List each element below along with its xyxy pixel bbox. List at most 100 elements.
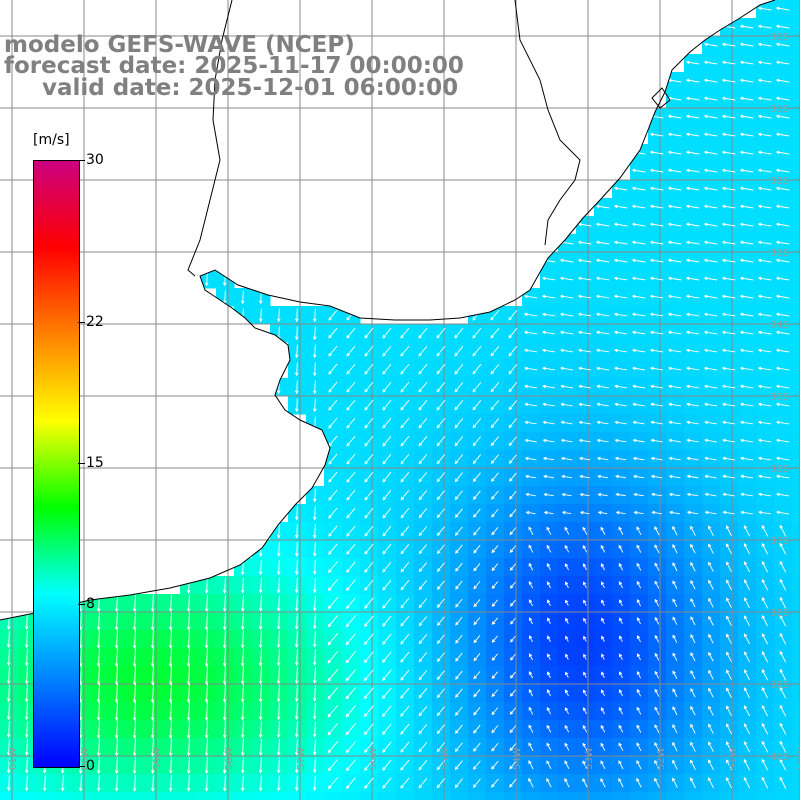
wind-speed-cell (792, 0, 800, 19)
wind-arrow (743, 758, 751, 771)
wind-arrow (6, 648, 11, 667)
wind-arrow (491, 508, 499, 518)
wind-arrow (523, 330, 538, 335)
wind-arrow (583, 689, 587, 697)
wind-arrow (636, 706, 642, 715)
wind-arrow (528, 617, 533, 625)
wind-arrow (455, 544, 463, 554)
wind-arrow (547, 635, 551, 642)
wind-arrow (240, 757, 245, 774)
wind-arrow (382, 471, 392, 483)
colorbar-tick-mark (78, 463, 85, 464)
wind-arrow (726, 651, 732, 662)
wind-speed-cell (18, 792, 37, 800)
wind-arrow (400, 381, 410, 393)
wind-arrow (546, 760, 552, 770)
wind-arrow (668, 402, 682, 407)
wind-arrow (775, 114, 790, 119)
wind-arrow (721, 222, 736, 227)
wind-arrow (775, 312, 790, 317)
wind-arrow (364, 363, 374, 375)
wind-arrow (346, 525, 356, 537)
wind-speed-cell (342, 792, 361, 800)
wind-arrow (454, 778, 464, 789)
wind-arrow (690, 670, 696, 680)
wind-arrow (312, 326, 317, 341)
wind-arrow (346, 381, 356, 393)
wind-arrow (601, 635, 605, 642)
wind-arrow (528, 724, 534, 733)
wind-arrow (418, 616, 428, 627)
wind-arrow (312, 631, 317, 648)
wind-arrow (649, 294, 664, 299)
wind-arrow (721, 96, 736, 101)
wind-arrow (708, 705, 714, 716)
wind-arrow (600, 581, 605, 589)
wind-arrow (636, 544, 642, 553)
wind-arrow (327, 741, 339, 754)
wind-arrow (240, 775, 245, 792)
wind-arrow (703, 168, 718, 173)
wind-arrow (704, 420, 718, 425)
wind-arrow (528, 544, 534, 553)
wind-arrow (418, 670, 428, 681)
wind-speed-cell (180, 792, 199, 800)
wind-arrow (132, 756, 137, 775)
wind-speed-cell (792, 594, 800, 613)
colorbar-tick-label: 8 (86, 596, 95, 613)
model-title: modelo GEFS-WAVE (NCEP) (4, 32, 355, 58)
wind-arrow (596, 366, 610, 371)
wind-arrow (704, 438, 717, 443)
wind-arrow (490, 436, 500, 447)
wind-arrow (577, 294, 592, 299)
coastline (0, 0, 776, 621)
wind-arrow (559, 348, 574, 353)
wind-arrow (150, 775, 155, 792)
wind-arrow (757, 168, 772, 173)
wind-arrow (312, 721, 317, 738)
wind-arrow (528, 706, 534, 715)
wind-arrow (743, 524, 751, 537)
wind-arrow (775, 186, 790, 191)
wind-arrow (686, 492, 699, 497)
wind-arrow (312, 775, 317, 792)
wind-arrow (776, 510, 790, 515)
wind-arrow (667, 150, 682, 155)
wind-arrow (703, 96, 718, 101)
wind-arrow (328, 489, 338, 501)
wind-arrow (168, 701, 173, 722)
wind-arrow (654, 544, 660, 554)
wind-arrow (739, 348, 754, 353)
wind-arrow (382, 453, 392, 465)
wind-arrow (615, 510, 626, 515)
wind-arrow (132, 630, 137, 649)
wind-arrow (685, 240, 700, 245)
wind-arrow (454, 418, 464, 429)
wind-arrow (614, 420, 627, 425)
wind-arrow (541, 258, 556, 263)
wind-arrow (454, 526, 463, 536)
wind-arrow (757, 240, 772, 245)
wind-arrow (400, 705, 410, 717)
wind-speed-cell (612, 792, 631, 800)
wind-arrow (722, 510, 735, 515)
wind-speed-cell (792, 36, 800, 55)
wind-arrow (631, 258, 646, 263)
wind-arrow (276, 757, 281, 774)
wind-arrow (582, 544, 588, 553)
wind-arrow (613, 330, 628, 335)
wind-arrow (186, 720, 191, 739)
wind-arrow (150, 738, 155, 757)
wind-arrow (631, 186, 646, 191)
wind-arrow (725, 723, 732, 735)
wind-arrow (276, 720, 281, 739)
wind-arrow (436, 670, 445, 681)
wind-arrow (775, 204, 790, 209)
wind-arrow (672, 759, 678, 770)
wind-arrow (631, 312, 646, 317)
wind-arrow (667, 276, 682, 281)
wind-arrow (509, 725, 517, 734)
wind-arrow (743, 776, 751, 789)
wind-arrow (294, 344, 299, 359)
